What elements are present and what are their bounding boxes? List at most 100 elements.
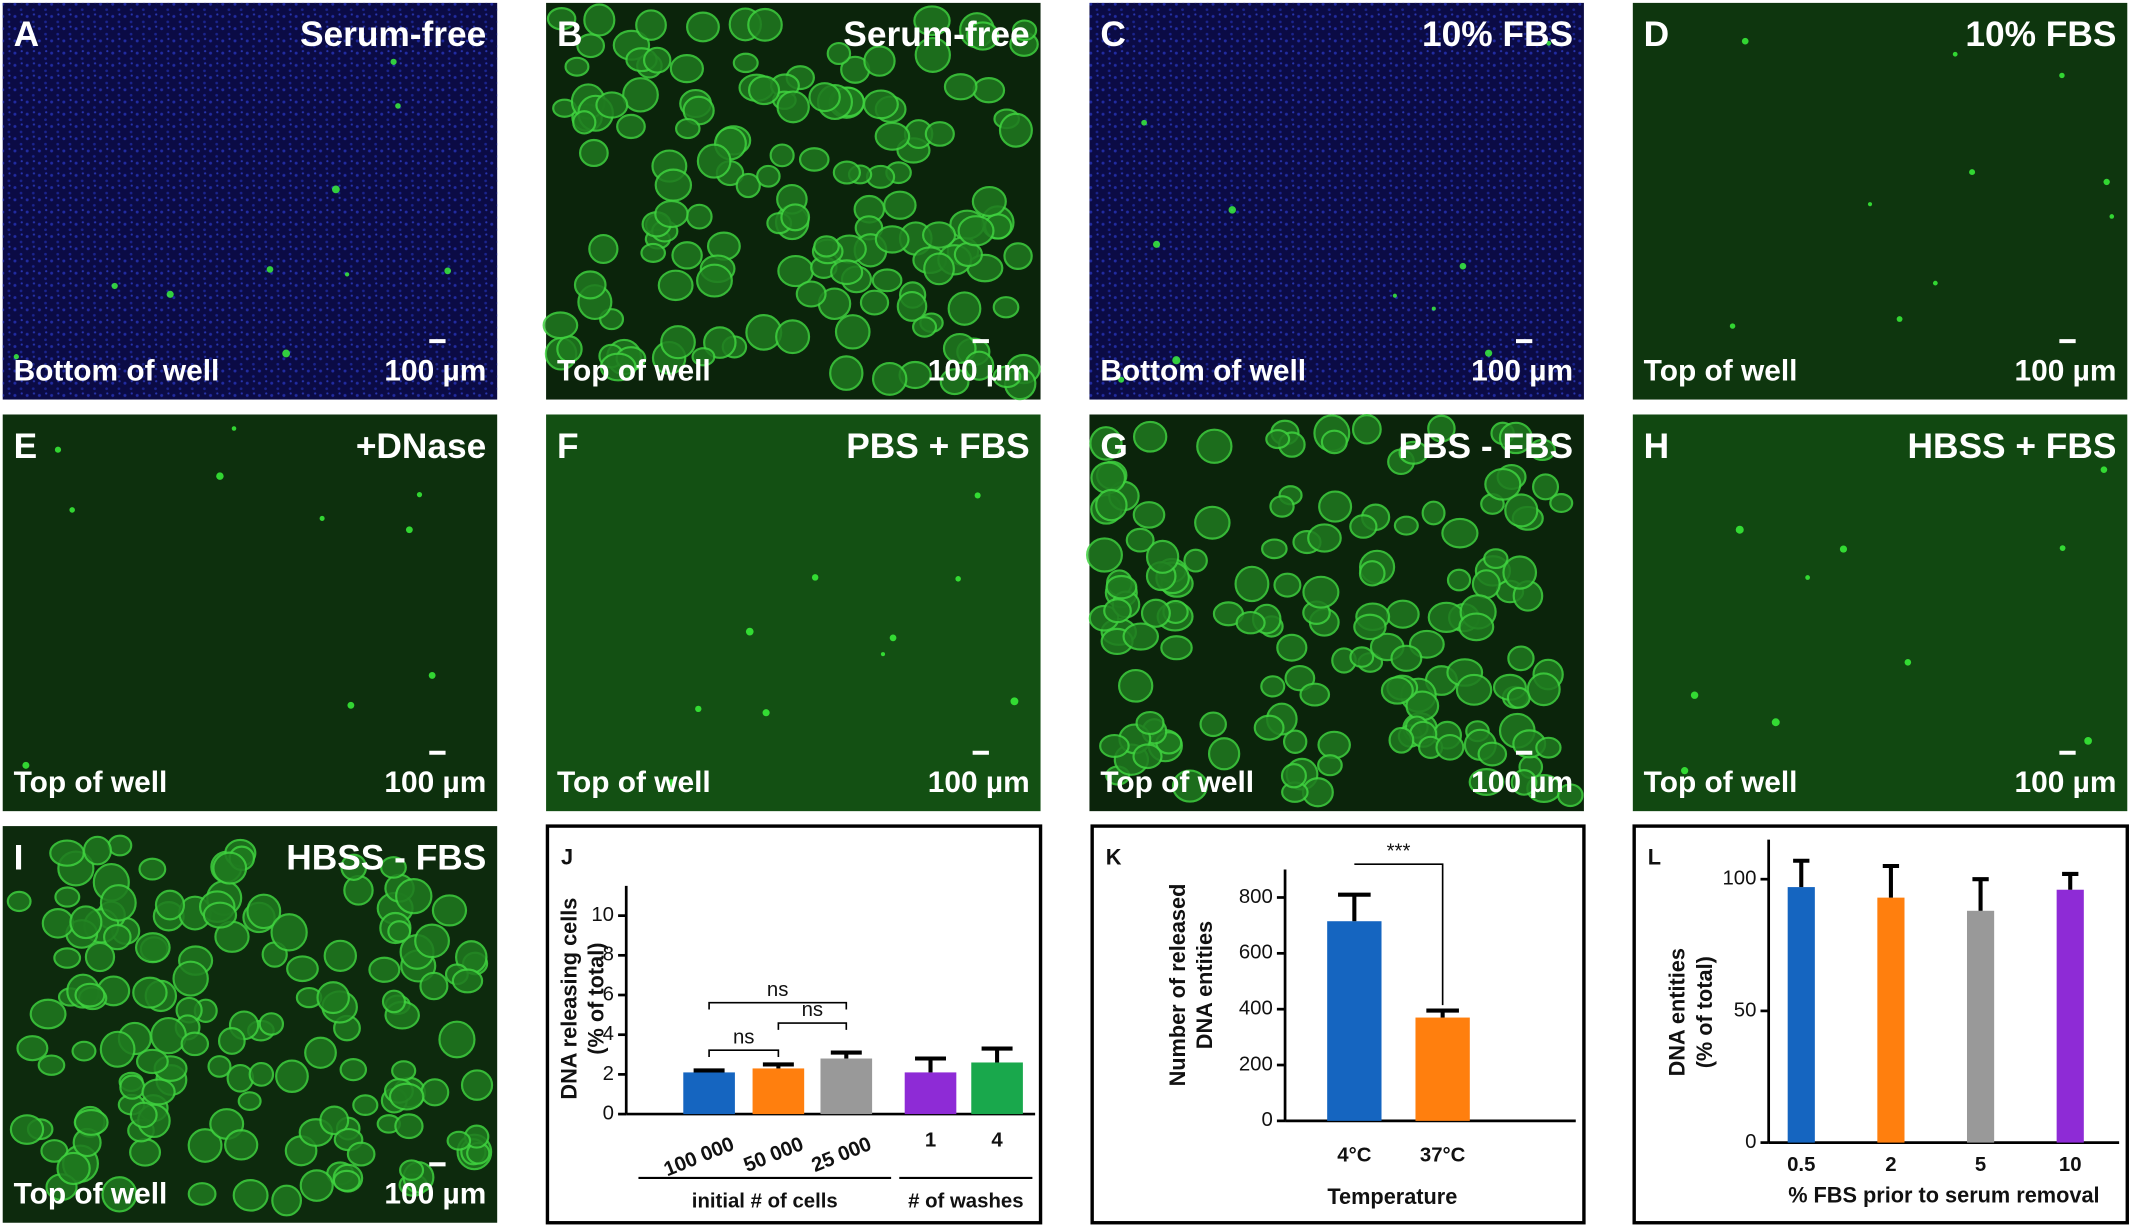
speck [1904,659,1912,666]
cell [1282,729,1308,754]
speck [1484,349,1493,357]
location-label: Top of well [1644,354,1798,387]
bar [971,1062,1023,1115]
cell [863,45,896,77]
cell [82,835,112,866]
cell [141,1078,176,1106]
cell [394,1113,424,1140]
cell [1471,569,1501,599]
speck [54,446,62,453]
cell [1160,635,1193,661]
cell [1118,668,1154,703]
speck [1896,316,1903,322]
cell [1526,672,1561,707]
cell [207,1055,232,1078]
cell [1393,515,1419,536]
scale-label: 100 µm [384,354,486,387]
chart: K 0 200 400 600 800 Number of released DNA enti… [1090,824,1586,1225]
cell [419,971,449,1001]
cell [1532,473,1560,501]
cell [388,1082,425,1111]
cell [1427,414,1456,443]
cell [1105,574,1138,600]
cell [129,1101,158,1129]
cell [1011,19,1038,42]
cell [735,172,761,199]
speck [331,185,340,194]
cell [795,280,827,308]
condition-label: 10% FBS [1422,15,1573,54]
panel-letter: B [557,15,582,54]
speck [395,103,401,109]
cell [1502,555,1538,590]
cell [1353,613,1387,641]
cell [135,1048,169,1075]
y-tick-label: 800 [1239,886,1273,908]
cell [696,143,732,179]
cell [1458,612,1495,642]
cell [924,121,955,147]
speck [1228,206,1236,214]
speck [1459,262,1467,270]
cell [583,3,616,37]
cell [922,221,957,249]
speck [2059,72,2065,79]
cell [99,1030,136,1068]
cell [1468,768,1505,796]
speck [1681,767,1689,775]
speck [2103,178,2110,186]
cell [971,186,1007,218]
speck [811,574,819,581]
speck [762,709,770,717]
speck [1729,323,1736,329]
location-label: Top of well [14,766,168,799]
cell [226,1063,255,1093]
cell [1261,538,1288,560]
speck [347,701,355,709]
location-label: Bottom of well [1100,354,1306,387]
cell [913,5,951,37]
y-axis-label: DNA releasing cells [556,898,581,1100]
cell [1388,726,1415,754]
cell [599,352,637,382]
cell [368,956,401,983]
significance-label: ns [733,1026,755,1048]
y-tick-label: 8 [603,944,614,966]
speck [1010,697,1019,706]
cell [1171,769,1208,803]
speck [1392,293,1397,298]
cell [391,1060,417,1082]
cell [71,1040,97,1062]
scale-label: 100 µm [384,766,486,799]
y-tick-label: 600 [1239,942,1273,964]
cell [546,7,577,31]
condition-label: 10% FBS [1965,15,2116,54]
bar [683,1072,735,1115]
cell [1351,414,1382,445]
cell [1269,495,1295,518]
x-tick-label: 2 [1885,1154,1896,1176]
scale-label: 100 µm [1471,766,1573,799]
cell [346,1141,376,1167]
cell [1498,421,1533,455]
cell [49,839,85,867]
speck [1839,545,1848,553]
cell [187,1182,217,1206]
cell [275,1059,309,1093]
cell [942,332,977,364]
cell [99,884,137,922]
micrograph-panel: E +DNase Top of well 100 µm [2,414,498,812]
cell [304,1036,337,1069]
cell [943,73,978,101]
cell [657,269,694,302]
speck [69,507,75,513]
speck [22,761,30,769]
condition-label: PBS + FBS [846,427,1029,466]
cell [1318,490,1353,523]
cell [420,1078,450,1107]
cell [1103,598,1132,624]
cell [660,325,696,360]
condition-label: HBSS + FBS [1908,427,2117,466]
bar [1787,887,1815,1143]
